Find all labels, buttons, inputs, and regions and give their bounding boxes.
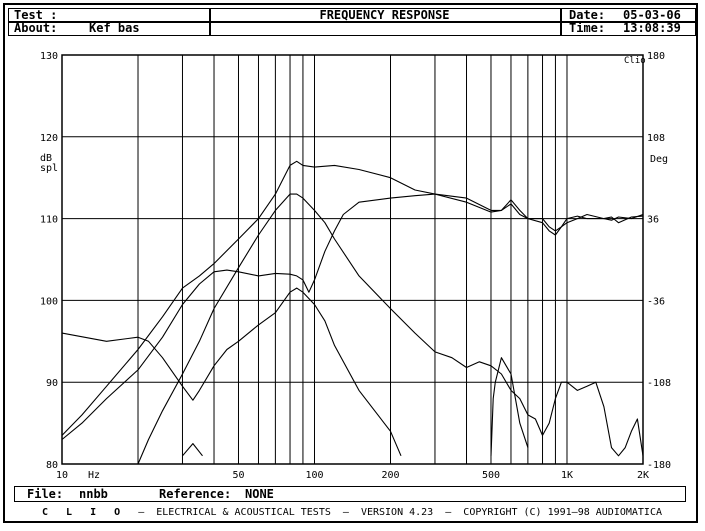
frequency-response-chart: 80 90 100 110 120 130 -180 -108 -36 36 108 180 10 50 1… (40, 51, 671, 481)
chart-series (61, 160, 644, 465)
test-label: Test : (14, 8, 58, 22)
report-title: FREQUENCY RESPONSE (319, 8, 450, 22)
y-tick-label: 130 (40, 51, 58, 62)
chart-grid (62, 54, 643, 465)
file-bar: File: nnbb Reference: NONE (14, 486, 686, 502)
series-line-1 (61, 160, 644, 436)
series-line-2 (61, 193, 644, 440)
x-axis-label: Hz (88, 470, 100, 481)
chart-tick-labels: 80 90 100 110 120 130 -180 -108 -36 36 108 180 10 50 1… (40, 51, 671, 481)
about-label: About: (14, 21, 58, 35)
y2-tick-label: 108 (647, 133, 665, 144)
file-label: File: (27, 487, 64, 501)
date-value: 05-03-06 (623, 8, 681, 22)
y2-axis-label: Deg (650, 154, 668, 165)
header-divider (9, 21, 695, 23)
y2-tick-label: 180 (647, 51, 665, 62)
time-label: Time: (569, 21, 606, 35)
y-tick-label: 90 (46, 378, 58, 389)
y-tick-label: 100 (40, 296, 58, 307)
x-tick-label: 50 (232, 470, 244, 481)
about-value: Kef bas (89, 21, 140, 35)
date-label: Date: (569, 8, 606, 22)
y2-tick-label: -36 (647, 296, 665, 307)
plot-border (61, 54, 644, 465)
series-line-6 (182, 443, 203, 457)
footer-brand: C L I O (42, 507, 127, 518)
clio-corner-label: Clio (624, 56, 646, 66)
x-tick-label: 200 (381, 470, 399, 481)
y-axis-label: dB (40, 153, 52, 164)
file-value: nnbb (79, 487, 108, 501)
x-tick-label: 2K (637, 470, 649, 481)
report-header: Test : About: Kef bas FREQUENCY RESPONSE… (8, 8, 696, 36)
y-axis-unit: spl (40, 163, 58, 174)
footer-text: – ELECTRICAL & ACOUSTICAL TESTS – VERSIO… (126, 507, 662, 518)
y2-tick-label: -180 (647, 460, 671, 471)
x-tick-label: 10 (56, 470, 68, 481)
y-tick-label: 110 (40, 215, 58, 226)
series-line-3 (137, 193, 644, 465)
x-tick-label: 100 (305, 470, 323, 481)
reference-label: Reference: (159, 487, 232, 501)
footer-bar: C L I O – ELECTRICAL & ACOUSTICAL TESTS … (8, 505, 696, 520)
y2-tick-label: -108 (647, 378, 671, 389)
x-tick-label: 500 (482, 470, 500, 481)
series-line-5 (490, 357, 529, 456)
x-tick-label: 1K (561, 470, 573, 481)
reference-value: NONE (245, 487, 274, 501)
series-line-4 (61, 287, 402, 457)
y-tick-label: 120 (40, 133, 58, 144)
header-separator-right (560, 9, 562, 35)
header-separator-left (209, 9, 211, 35)
time-value: 13:08:39 (623, 21, 681, 35)
y2-tick-label: 36 (647, 215, 659, 226)
y-tick-label: 80 (46, 460, 58, 471)
